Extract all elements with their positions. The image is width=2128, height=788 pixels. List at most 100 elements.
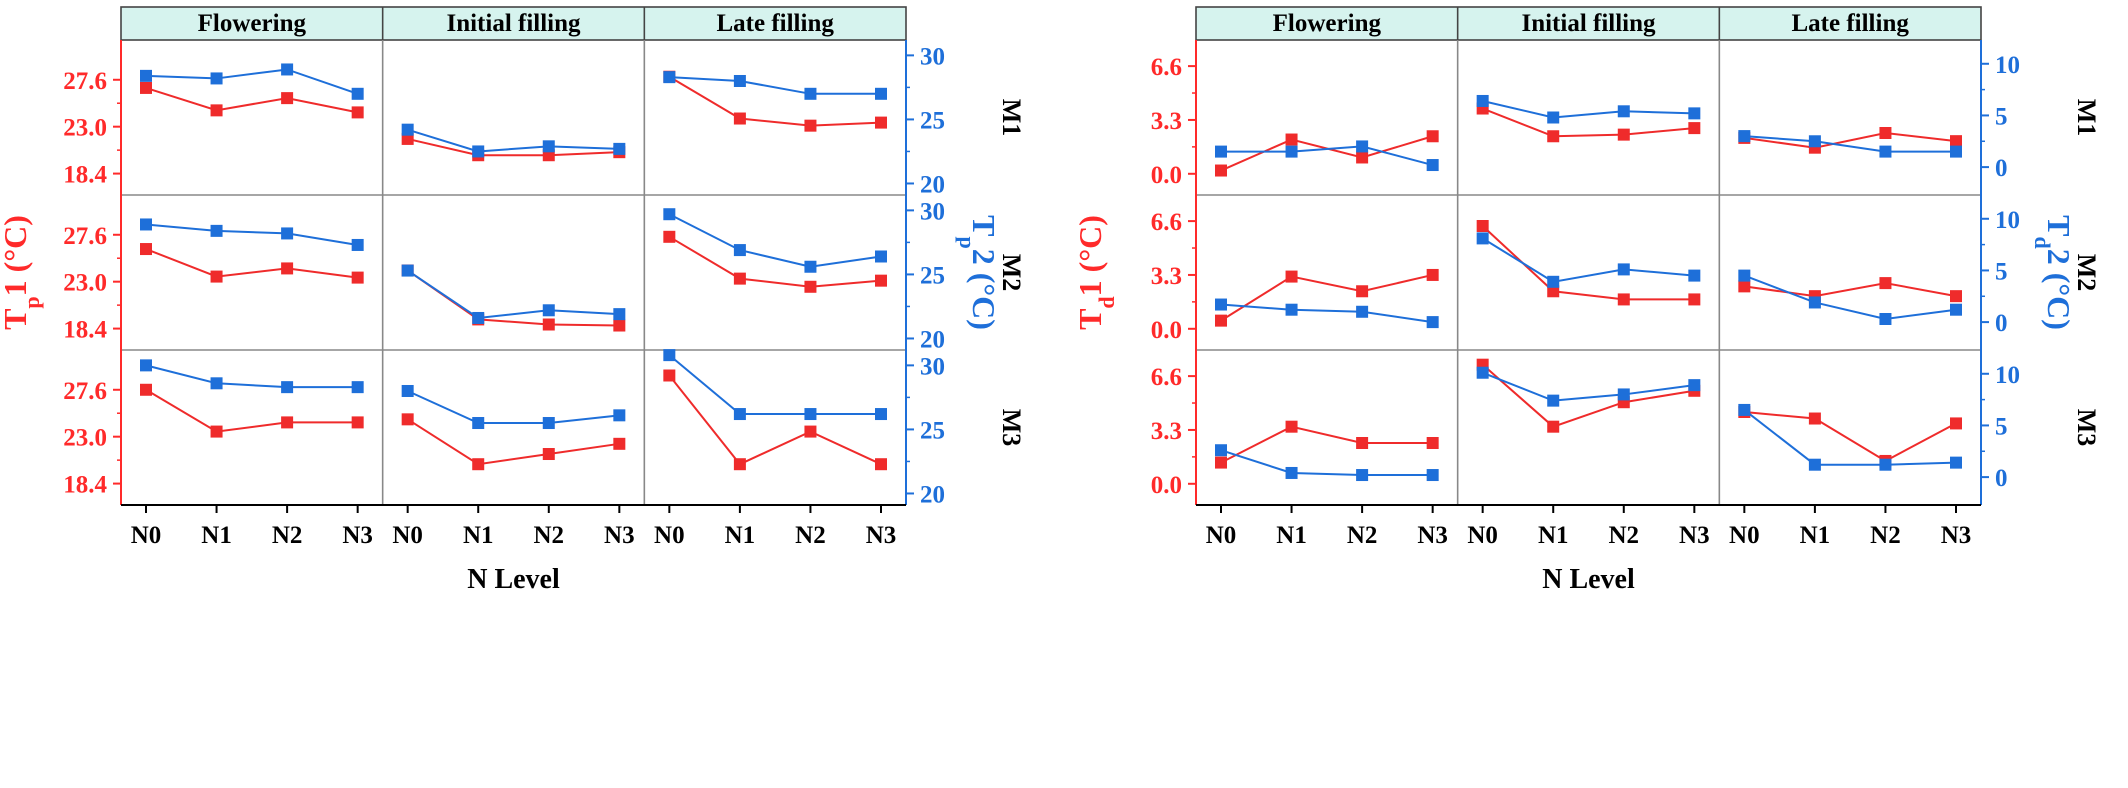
left-series2-point [733,408,746,421]
right-x-tick-label: N3 [1679,522,1710,549]
right-series2-point [1215,145,1227,158]
right-series1-point [1356,437,1369,449]
right-y1-tick-label: 0.0 [1151,162,1182,189]
right-series2-line [1482,99,1695,119]
right-series1-point [1356,285,1369,298]
left-y2-axis-title: Tp2 (°C) [956,215,1003,330]
left-series1-point [663,230,676,243]
right-series1-line [1220,273,1433,322]
left-strip-label: Late filling [716,10,834,37]
left-y1-tick-label: 18.4 [63,317,107,344]
right-series2-point [1426,159,1439,172]
left-x-tick-label: N2 [795,522,826,549]
right-x-tick-label: N1 [1800,522,1831,549]
left-series2-point [613,409,626,422]
right-y2-tick-label: 0 [1995,310,2008,337]
right-series2-point [1285,303,1298,316]
left-series1-point [733,272,746,285]
left-series2-point [210,72,223,85]
left-chart: Tp1 (°C) Tp2 (°C) [0,6,1003,513]
left-series2-point [613,142,626,155]
left-x-tick-label: N3 [604,522,635,549]
right-series1-point [1285,270,1298,283]
left-series2-point [351,381,364,394]
left-series2-line [145,223,358,246]
left-series1-line [407,137,620,157]
right-y1-tick-label: 6.6 [1151,364,1182,391]
right-series1-point [1547,130,1560,143]
left-series2-point [140,359,152,372]
right-series2-point [1879,145,1892,158]
right-series2-point [1547,111,1560,124]
left-series2-point [875,87,887,100]
right-series1-point [1950,417,1962,430]
right-series1-point [1808,412,1821,425]
left-y1-tick-label: 27.6 [63,378,107,405]
left-strip-label: Flowering [198,10,307,37]
left-series2-point [401,123,414,136]
right-series2-point [1950,456,1962,469]
left-series2-line [669,76,881,95]
right-series2-point [1476,94,1489,107]
left-series1-point [875,116,887,129]
left-series1-line [407,418,620,466]
right-series1-point [1285,420,1298,433]
right-series2-line [1220,449,1433,477]
left-series1-point [281,416,294,429]
right-y2-tick-label: 10 [1995,52,2020,79]
right-series2-line [1743,409,1957,466]
right-y1-tick-label: 0.0 [1151,472,1182,499]
right-series1-point [1215,164,1227,177]
left-y1-tick-label: 18.4 [63,162,107,189]
left-series1-line [668,374,882,466]
right-series1-point [1950,135,1962,148]
left-series1-point [804,280,817,293]
right-series2-line [1743,274,1957,321]
right-y2-tick-label: 0 [1995,155,2008,182]
left-x-tick-label: N1 [201,522,232,549]
right-series1-line [1220,135,1433,172]
left-series1-point [875,458,887,471]
right-series2-point [1285,466,1298,479]
right-y2-tick-label: 5 [1995,413,2008,440]
right-strip-label: Late filling [1791,10,1909,37]
right-y1-axis-title: Td1 (°C) [1072,215,1119,330]
left-series1-point [875,274,887,287]
left-series2-point [804,408,817,421]
right-strip-label: Initial filling [1521,10,1656,37]
left-row-label: M3 [997,409,1026,447]
left-series2-point [472,311,485,324]
left-series1-point [351,271,364,284]
right-series2-point [1738,130,1751,143]
right-x-tick-label: N1 [1276,522,1307,549]
right-x-tick-label: N0 [1729,522,1760,549]
left-series2-line [145,68,358,95]
left-series1-line [145,86,358,114]
left-series2-point [351,87,364,100]
right-series1-point [1215,456,1227,469]
left-series1-point [210,104,223,117]
left-series2-point [281,381,294,394]
left-series1-line [668,235,882,288]
left-series2-point [210,224,223,237]
left-series1-point [140,243,152,256]
left-series1-point [733,112,746,125]
left-series2-point [281,63,294,76]
right-series2-point [1426,316,1439,329]
right-y2-tick-label: 10 [1995,362,2020,389]
right-y1-tick-label: 3.3 [1151,263,1182,290]
right-y1-tick-label: 3.3 [1151,108,1182,135]
right-series2-point [1738,403,1751,416]
right-y2-tick-label: 10 [1995,207,2020,234]
right-series2-line [1482,237,1695,283]
left-y1-tick-label: 27.6 [63,223,107,250]
left-series2-point [401,384,414,397]
left-x-tick-label: N3 [342,522,373,549]
right-series1-point [1426,268,1439,281]
left-series1-point [351,416,364,429]
right-series2-point [1356,140,1369,153]
left-series1-point [613,437,626,450]
right-series1-point [1879,127,1892,139]
left-y2-tick-label: 20 [920,326,945,353]
left-series2-point [804,260,817,273]
